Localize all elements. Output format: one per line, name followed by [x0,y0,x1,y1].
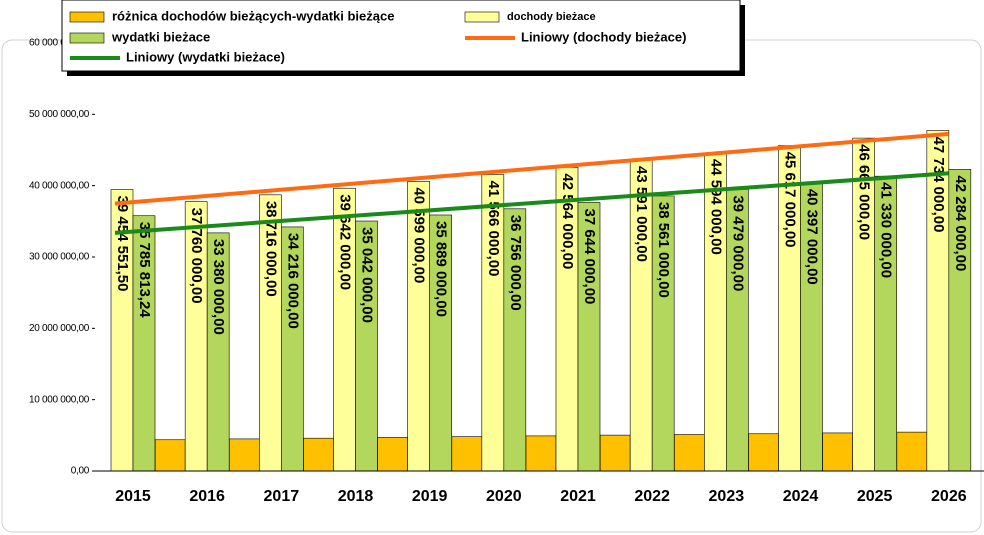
legend-swatch [464,11,500,23]
data-label: 36 756 000,00 [507,215,524,311]
data-label: 38 716 000,00 [262,201,279,297]
data-label: 41 566 000,00 [485,180,502,276]
data-label: 39 479 000,00 [729,195,746,291]
data-label: 39 642 000,00 [337,194,354,290]
y-tick-label: 50 000 000,00 [29,109,90,120]
data-label: 37 760 000,00 [188,208,205,304]
x-tick-label: 2022 [634,488,670,505]
data-label: 41 330 000,00 [878,182,895,278]
legend-swatch [69,32,105,44]
data-label: 45 617 000,00 [782,152,799,248]
x-tick-label: 2023 [709,488,745,505]
bar [154,439,186,472]
x-tick-label: 2017 [264,488,300,505]
x-tick-label: 2015 [115,488,151,505]
bar [229,438,260,472]
data-label: 35 889 000,00 [433,221,450,317]
x-tick-label: 2020 [486,488,522,505]
bar [896,431,928,472]
legend-swatch [69,11,105,23]
x-tick-label: 2026 [931,488,967,505]
legend-label: różnica dochodów bieżących-wydatki bieżą… [112,8,394,23]
data-label: 33 380 000,00 [210,239,227,335]
data-label: 47 734 000,00 [930,136,947,232]
y-tick-label: 10 000 000,00 [29,394,90,405]
legend-label: wydatki bieżace [111,29,210,44]
data-label: 35 042 000,00 [359,227,376,323]
bar [599,434,631,472]
y-tick-label: 40 000 000,00 [29,180,90,191]
legend-label: Liniowy (dochody bieżace) [521,29,686,44]
data-label: 40 397 000,00 [804,189,821,285]
bar [377,437,408,472]
trend-line [114,171,949,235]
y-tick-label: 20 000 000,00 [29,323,90,334]
y-tick-label: 60 000 000,00 [29,38,90,49]
trend-line [114,131,950,206]
y-tick-label: 30 000 000,00 [29,252,90,263]
x-tick-label: 2025 [857,488,893,505]
x-tick-label: 2021 [560,488,596,505]
bar [451,436,483,472]
y-tick-label: 0,00 [71,466,90,477]
data-label: 42 564 000,00 [559,173,576,269]
data-label: 46 665 000,00 [856,144,873,240]
data-label: 37 644 000,00 [581,208,598,304]
data-label: 39 454 551,50 [114,196,131,292]
bar [674,434,705,472]
data-label: 35 785 813,24 [136,222,153,319]
bar [822,432,853,472]
bar [748,433,779,472]
data-label: 38 561 000,00 [655,202,672,298]
legend-label: dochody bieżace [507,11,596,23]
x-tick-label: 2016 [189,488,225,505]
x-tick-label: 2019 [412,488,448,505]
bar [525,435,557,472]
x-tick-label: 2024 [783,488,819,505]
data-label: 42 284 000,00 [952,175,969,271]
data-label: 43 591 000,00 [633,166,650,262]
bar [303,437,334,472]
data-label: 34 216 000,00 [284,233,301,329]
x-tick-label: 2018 [338,488,374,505]
legend-box [61,0,741,72]
legend-label: Liniowy (wydatki bieżace) [126,49,285,64]
data-label: 40 599 000,00 [411,187,428,283]
data-label: 44 594 000,00 [707,159,724,255]
